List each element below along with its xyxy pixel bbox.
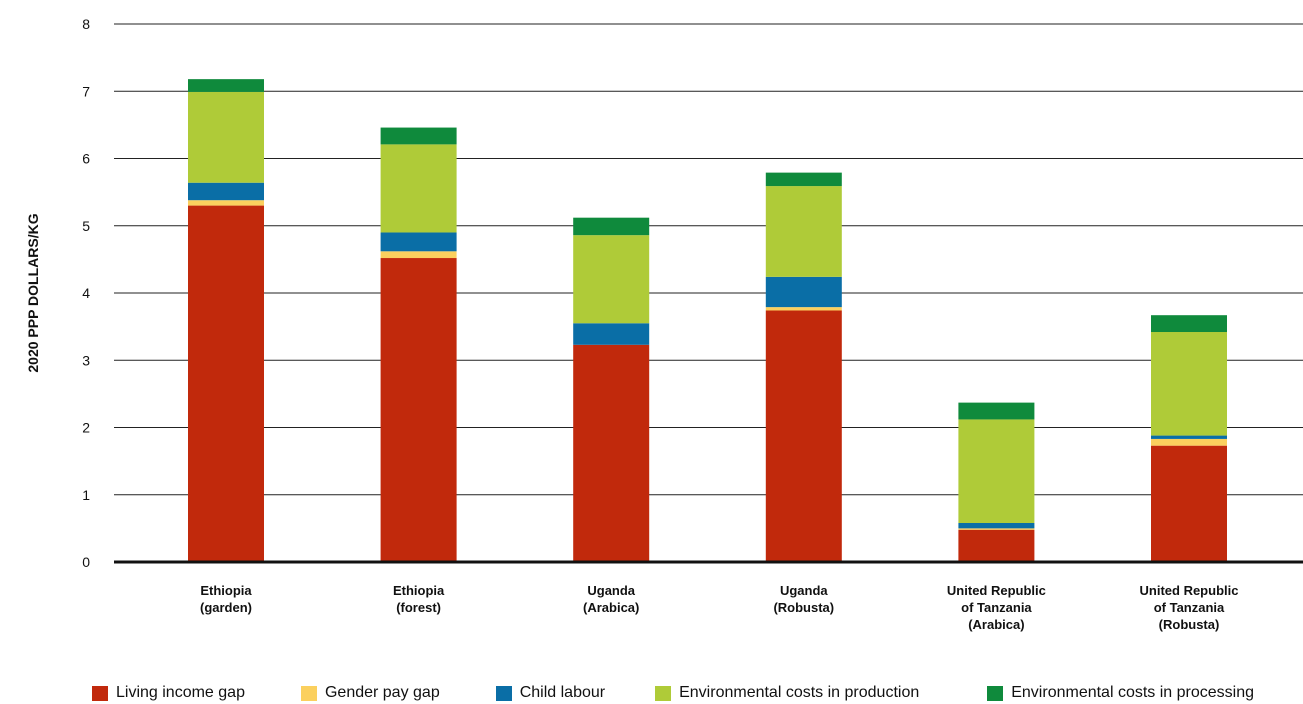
x-tick-label: Ethiopia (forest) bbox=[393, 583, 445, 615]
y-tick-label: 3 bbox=[82, 352, 90, 368]
legend-swatch bbox=[495, 685, 512, 701]
y-tick-label: 2 bbox=[82, 420, 90, 436]
legend-item: Gender pay gap bbox=[300, 684, 440, 702]
bar-segment-2 bbox=[380, 251, 457, 259]
y-tick-label: 0 bbox=[82, 554, 90, 570]
bar-segment-5 bbox=[765, 172, 842, 187]
legend-label: Living income gap bbox=[116, 684, 245, 701]
bar-segment-3 bbox=[1151, 435, 1227, 439]
legend-label: Gender pay gap bbox=[324, 684, 440, 701]
bar-segment-3 bbox=[380, 232, 457, 252]
bar-segment-1 bbox=[1151, 445, 1227, 562]
legend-swatch bbox=[655, 685, 672, 701]
bar-segment-2 bbox=[1151, 438, 1227, 446]
bar-segment-5 bbox=[958, 402, 1035, 420]
legend-swatch bbox=[92, 685, 108, 701]
legend-item: Living income gap bbox=[92, 684, 245, 702]
legend-label: Child labour bbox=[519, 684, 606, 701]
bar-segment-1 bbox=[765, 310, 842, 562]
bar-segment-3 bbox=[765, 276, 842, 308]
bar-segment-1 bbox=[573, 344, 650, 562]
bar-segment-5 bbox=[188, 79, 264, 92]
bar-segment-3 bbox=[573, 323, 650, 345]
legend-label: Environmental costs in processing bbox=[1011, 684, 1255, 701]
bar-segment-4 bbox=[380, 144, 457, 233]
legend-swatch bbox=[987, 685, 1004, 701]
stacked-bar-chart: 0 1 2 3 4 5 6 7 8 2020 PPP DOLLARS/KG Ethiopia (gar… bbox=[25, 16, 1303, 632]
x-tick-label: Uganda (Arabica) bbox=[583, 583, 639, 615]
bar-segment-3 bbox=[188, 182, 264, 201]
bar-segment-5 bbox=[380, 127, 457, 145]
bar-segment-5 bbox=[573, 217, 650, 236]
bar-segment-2 bbox=[188, 200, 264, 206]
x-tick-label: Uganda (Robusta) bbox=[773, 583, 834, 615]
y-tick-label: 4 bbox=[82, 285, 90, 301]
y-axis-title: 2020 PPP DOLLARS/KG bbox=[25, 213, 41, 372]
legend-item: Environmental costs in production bbox=[655, 684, 919, 702]
legend-swatch bbox=[300, 685, 317, 701]
legend-item: Child labour bbox=[495, 684, 606, 702]
legend-label: Environmental costs in production bbox=[679, 684, 920, 701]
bar-segment-4 bbox=[188, 91, 264, 183]
bar-segment-1 bbox=[958, 529, 1035, 562]
x-tick-label: United Republic of Tanzania (Robusta) bbox=[1140, 583, 1239, 632]
bar-segment-2 bbox=[958, 528, 1035, 530]
x-tick-label: Ethiopia (garden) bbox=[200, 583, 252, 615]
legend-item: Environmental costs in processing bbox=[987, 684, 1254, 702]
bar-segment-4 bbox=[958, 419, 1035, 523]
y-tick-label: 5 bbox=[82, 218, 90, 234]
y-tick-label: 8 bbox=[82, 16, 90, 32]
bar-segment-3 bbox=[958, 522, 1035, 529]
bar-segment-4 bbox=[573, 235, 650, 324]
legend: Living income gap Gender pay gap Child lab… bbox=[92, 682, 1254, 704]
bar-segment-1 bbox=[188, 205, 264, 562]
x-tick-label: United Republic of Tanzania (Arabica) bbox=[947, 583, 1046, 632]
y-tick-label: 6 bbox=[82, 151, 90, 167]
bar-segment-4 bbox=[1151, 332, 1227, 436]
y-tick-label: 7 bbox=[82, 83, 90, 99]
bar-segment-4 bbox=[765, 186, 842, 277]
bar-segment-2 bbox=[765, 307, 842, 311]
bar-segment-1 bbox=[380, 258, 457, 562]
y-tick-label: 1 bbox=[82, 487, 90, 503]
bar-segment-5 bbox=[1151, 315, 1227, 333]
